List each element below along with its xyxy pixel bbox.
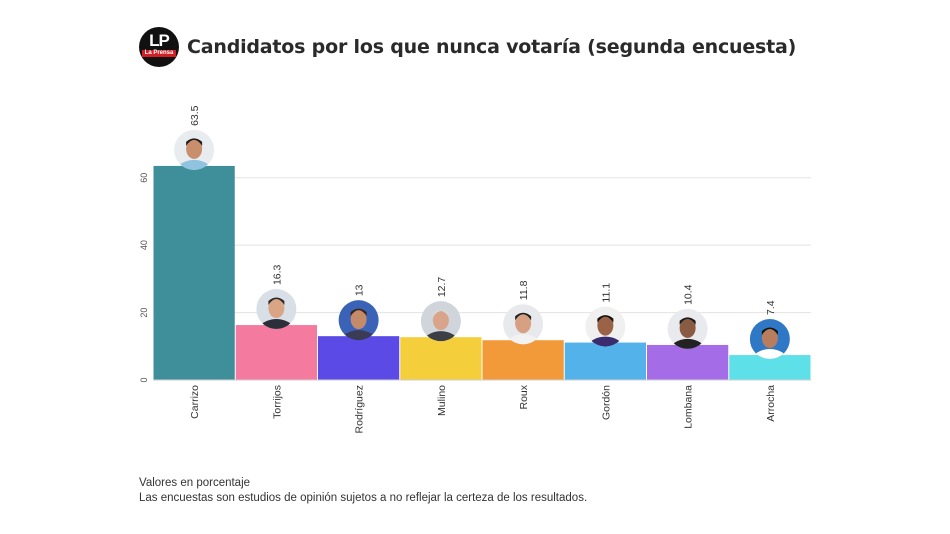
portrait-icon bbox=[256, 289, 297, 330]
portrait-icon bbox=[667, 308, 708, 349]
bar bbox=[729, 355, 811, 380]
bar bbox=[153, 165, 235, 380]
x-tick-label: Gordón bbox=[600, 385, 612, 420]
y-tick-label: 60 bbox=[139, 173, 149, 183]
footer-note-units: Valores en porcentaje bbox=[139, 477, 251, 489]
x-tick-label: Rodríguez bbox=[354, 385, 366, 433]
x-tick-label: Lombana bbox=[683, 385, 695, 429]
portrait-icon bbox=[503, 304, 544, 345]
x-tick-label: Mulino bbox=[436, 385, 448, 416]
bar bbox=[235, 325, 317, 380]
bar bbox=[647, 344, 729, 380]
portrait-icon bbox=[338, 300, 379, 341]
logo-subtext: La Prensa bbox=[141, 50, 177, 57]
x-tick-label: Roux bbox=[518, 384, 530, 409]
portrait-icon bbox=[174, 129, 215, 170]
portrait-icon bbox=[420, 301, 461, 342]
la-prensa-logo: LP La Prensa bbox=[139, 27, 179, 67]
chart-title: Candidatos por los que nunca votaría (se… bbox=[187, 36, 797, 58]
portrait-icon bbox=[749, 319, 790, 360]
data-label: 11.8 bbox=[518, 280, 530, 300]
data-label: 12.7 bbox=[436, 277, 448, 298]
y-tick-label: 40 bbox=[139, 240, 149, 250]
x-tick-label: Torrijos bbox=[271, 385, 283, 419]
data-label: 10.4 bbox=[683, 284, 695, 305]
x-tick-label: Arrocha bbox=[765, 385, 777, 422]
x-tick-label: Carrizo bbox=[189, 385, 201, 419]
y-tick-label: 20 bbox=[139, 308, 149, 318]
data-label: 11.1 bbox=[600, 283, 612, 303]
footer-note-disclaimer: Las encuestas son estudios de opinión su… bbox=[139, 492, 588, 504]
chart-footer: Valores en porcentaje Las encuestas son … bbox=[139, 476, 587, 506]
bar bbox=[564, 342, 646, 380]
y-tick-label: 0 bbox=[139, 377, 149, 382]
logo-text: LP bbox=[149, 31, 170, 50]
portrait-icon bbox=[585, 306, 626, 347]
data-label: 16.3 bbox=[271, 264, 283, 285]
bar bbox=[482, 340, 564, 380]
bar bbox=[318, 336, 400, 380]
data-label: 13 bbox=[354, 284, 366, 296]
bar bbox=[400, 337, 482, 380]
data-label: 7.4 bbox=[765, 300, 777, 315]
data-label: 63.5 bbox=[189, 105, 201, 126]
chart-header: LP La Prensa Candidatos por los que nunc… bbox=[139, 26, 796, 68]
